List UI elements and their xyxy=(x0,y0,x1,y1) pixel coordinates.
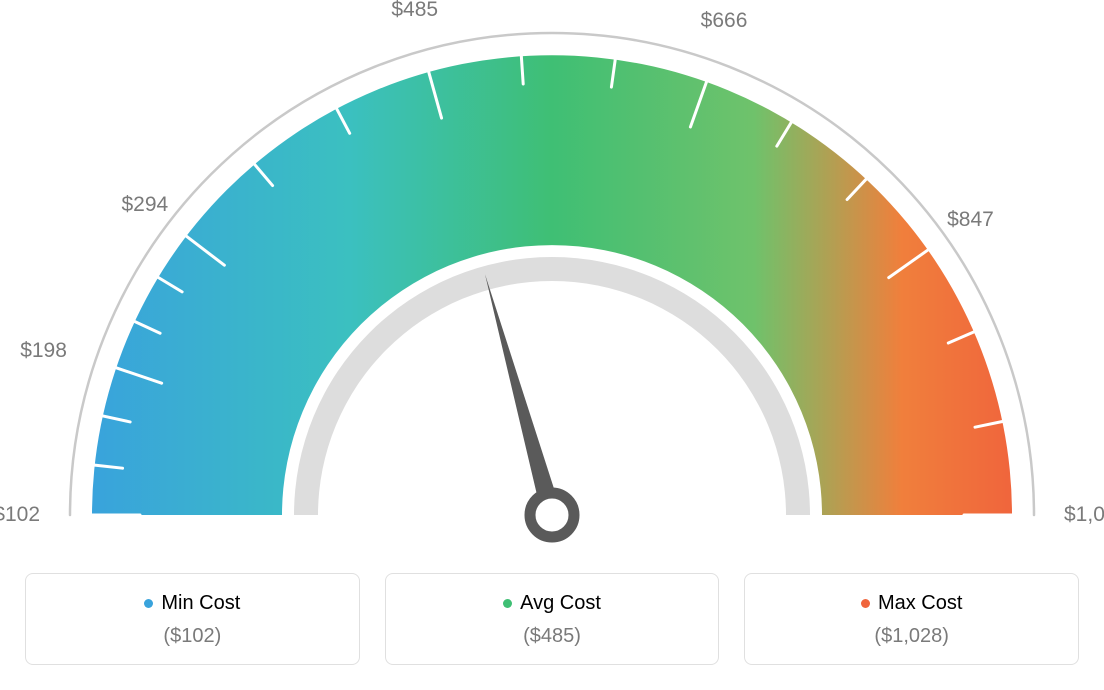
gauge-tick-label: $102 xyxy=(0,503,40,527)
min-cost-dot xyxy=(144,599,153,608)
avg-cost-dot xyxy=(503,599,512,608)
max-cost-label: Max Cost xyxy=(878,592,962,615)
min-cost-label: Min Cost xyxy=(161,592,240,615)
avg-cost-card: Avg Cost ($485) xyxy=(385,573,720,665)
avg-cost-title: Avg Cost xyxy=(503,592,601,615)
summary-cards: Min Cost ($102) Avg Cost ($485) Max Cost… xyxy=(25,573,1079,665)
gauge-area: $102 $198 $294 $485 $666 $847 $1,028 xyxy=(0,0,1104,550)
gauge-tick-label: $485 xyxy=(391,0,438,22)
gauge-tick-label: $847 xyxy=(947,208,994,232)
avg-cost-value: ($485) xyxy=(386,625,719,648)
avg-cost-label: Avg Cost xyxy=(520,592,601,615)
min-cost-title: Min Cost xyxy=(144,592,240,615)
gauge-tick-label: $198 xyxy=(20,339,67,363)
gauge-svg xyxy=(0,0,1104,560)
gauge-chart-container: $102 $198 $294 $485 $666 $847 $1,028 Min Cost … xyxy=(0,0,1104,690)
gauge-tick-label: $294 xyxy=(121,193,168,217)
max-cost-dot xyxy=(861,599,870,608)
max-cost-value: ($1,028) xyxy=(745,625,1078,648)
gauge-tick-label: $1,028 xyxy=(1064,503,1104,527)
max-cost-title: Max Cost xyxy=(861,592,962,615)
max-cost-card: Max Cost ($1,028) xyxy=(744,573,1079,665)
min-cost-value: ($102) xyxy=(26,625,359,648)
gauge-tick-label: $666 xyxy=(701,9,748,33)
min-cost-card: Min Cost ($102) xyxy=(25,573,360,665)
